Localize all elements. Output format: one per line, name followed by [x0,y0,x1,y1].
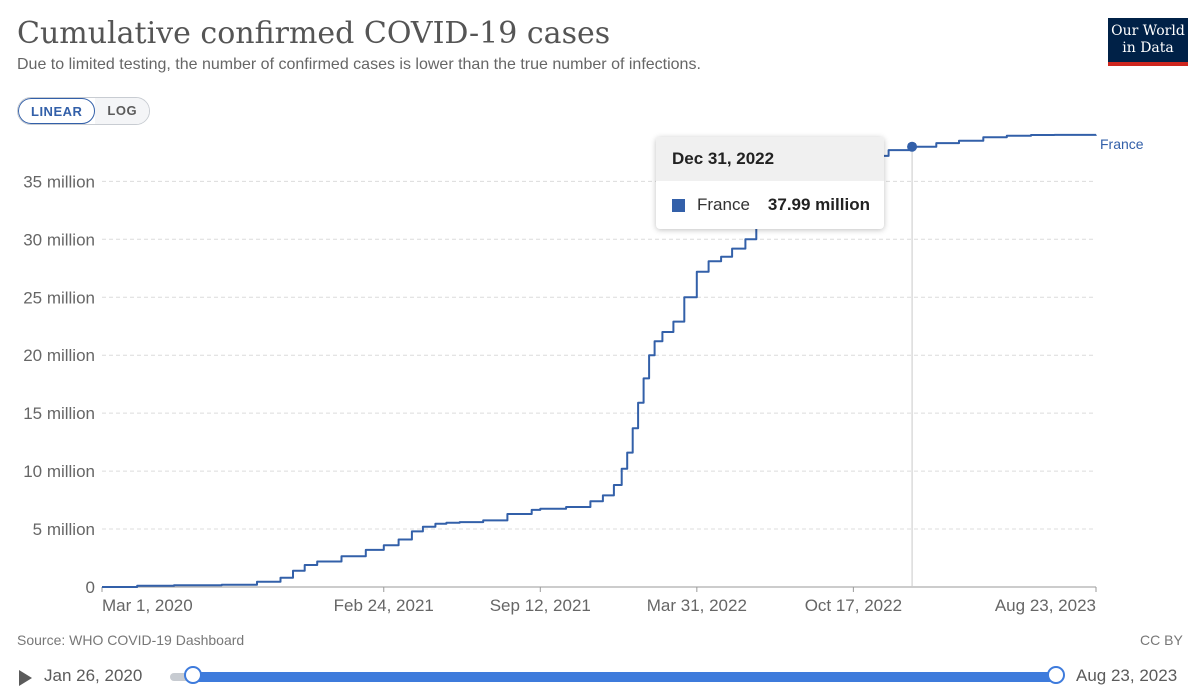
chart-tooltip: Dec 31, 2022 France 37.99 million [656,137,884,229]
timeline-end-label: Aug 23, 2023 [1076,666,1178,685]
x-tick-label: Sep 12, 2021 [490,596,591,615]
series-label-france: France [1100,136,1144,152]
chart-title: Cumulative confirmed COVID-19 cases [17,16,611,51]
timeline-start-handle[interactable] [184,666,202,684]
tooltip-row: France 37.99 million [656,181,884,229]
tooltip-value: 37.99 million [767,195,870,214]
timeline-track-active[interactable] [193,672,1056,682]
y-tick-label: 5 million [33,520,95,539]
series-swatch [672,198,685,212]
y-tick-label: 35 million [23,172,95,191]
timeline: Jan 26, 2020 Aug 23, 2023 [0,660,1200,696]
play-icon[interactable] [19,670,32,686]
scale-toggle: LINEAR LOG [17,97,151,125]
logo-line-1: Our World [1111,23,1185,39]
y-tick-label: 15 million [23,404,95,423]
source-link[interactable]: Source: WHO COVID-19 Dashboard [17,632,245,648]
license-link[interactable]: CC BY [1140,632,1183,648]
series-line-france [102,133,1097,588]
x-tick-label: Mar 31, 2022 [647,596,747,615]
timeline-end-handle[interactable] [1047,666,1065,684]
y-tick-label: 10 million [23,462,95,481]
owid-logo[interactable]: Our World in Data [1108,18,1188,66]
x-tick-label: Aug 23, 2023 [995,596,1096,615]
timeline-track-inactive[interactable] [170,673,194,681]
log-scale-button[interactable]: LOG [95,98,150,124]
highlight-point [907,141,918,152]
x-tick-label: Feb 24, 2021 [334,596,434,615]
tooltip-series-name: France [697,195,750,214]
y-tick-label: 25 million [23,288,95,307]
y-tick-label: 0 [86,578,95,597]
x-tick-label: Oct 17, 2022 [805,596,902,615]
x-tick-label: Mar 1, 2020 [102,596,193,615]
y-tick-label: 20 million [23,346,95,365]
linear-scale-button[interactable]: LINEAR [18,98,96,124]
chart-subtitle: Due to limited testing, the number of co… [17,56,701,73]
timeline-start-label: Jan 26, 2020 [44,666,143,685]
tooltip-date: Dec 31, 2022 [656,137,884,181]
logo-line-2: in Data [1122,40,1174,56]
y-tick-label: 30 million [23,230,95,249]
